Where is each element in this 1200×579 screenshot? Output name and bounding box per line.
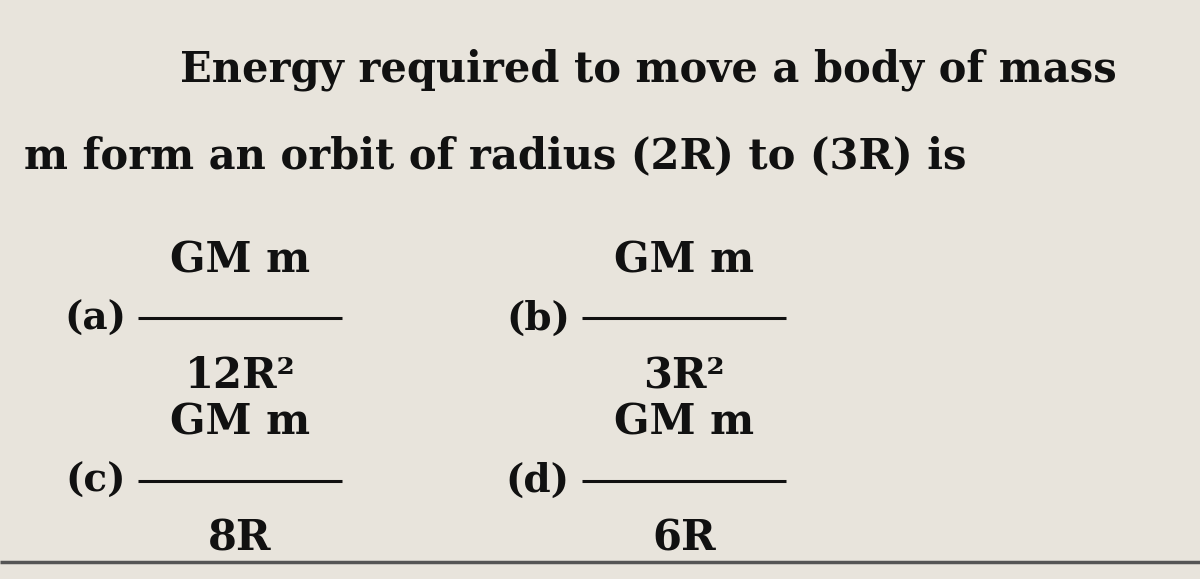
Text: GM m: GM m	[614, 402, 754, 444]
Text: 12R²: 12R²	[185, 356, 295, 397]
Text: (b): (b)	[506, 299, 570, 338]
Text: Energy required to move a body of mass: Energy required to move a body of mass	[180, 48, 1116, 91]
Text: (d): (d)	[506, 461, 570, 500]
Text: GM m: GM m	[614, 240, 754, 281]
Text: GM m: GM m	[170, 402, 310, 444]
Text: 6R: 6R	[652, 518, 716, 559]
Text: 8R: 8R	[209, 518, 271, 559]
Text: 3R²: 3R²	[643, 356, 725, 397]
Text: m form an orbit of radius (2R) to (3R) is: m form an orbit of radius (2R) to (3R) i…	[24, 135, 966, 177]
Text: (a): (a)	[64, 299, 126, 338]
Text: (c): (c)	[65, 461, 126, 500]
Text: GM m: GM m	[170, 240, 310, 281]
